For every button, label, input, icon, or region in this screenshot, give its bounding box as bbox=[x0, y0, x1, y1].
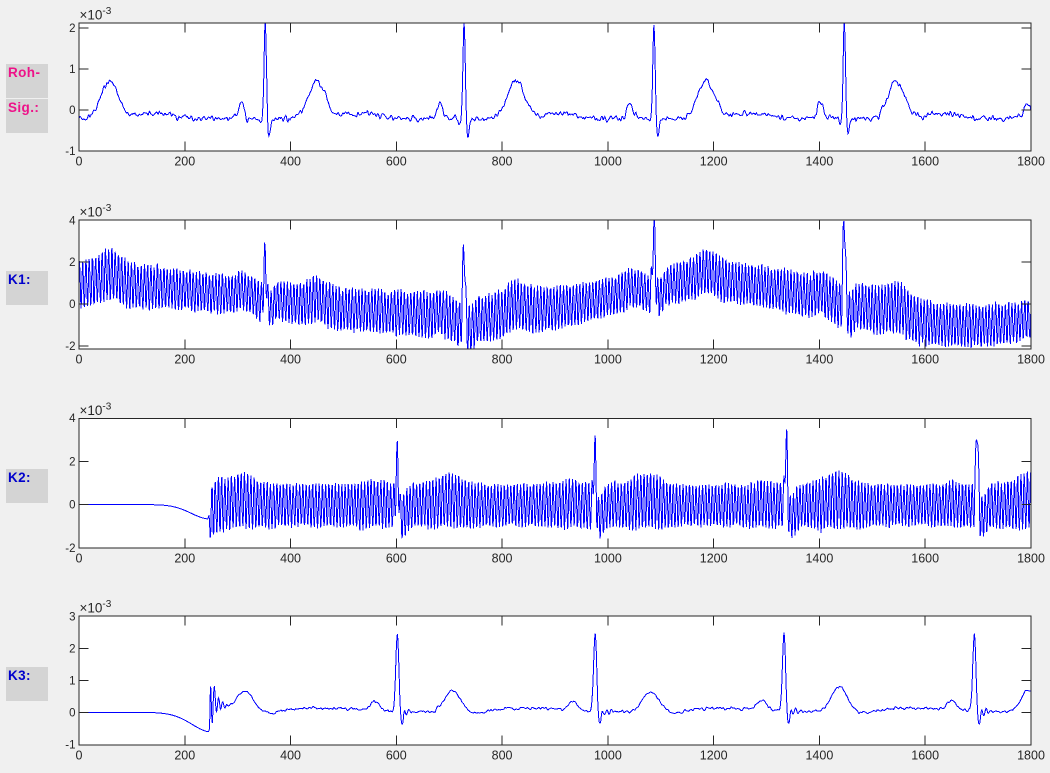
svg-text:-2: -2 bbox=[65, 341, 75, 353]
svg-text:1800: 1800 bbox=[1017, 155, 1045, 169]
svg-text:200: 200 bbox=[174, 749, 195, 763]
svg-text:0: 0 bbox=[76, 155, 83, 169]
svg-text:4: 4 bbox=[69, 413, 76, 425]
svg-text:0: 0 bbox=[76, 353, 83, 367]
svg-text:1: 1 bbox=[69, 676, 75, 688]
svg-text:0: 0 bbox=[69, 299, 75, 311]
svg-text:400: 400 bbox=[280, 749, 301, 763]
svg-text:-1: -1 bbox=[65, 146, 75, 158]
svg-text:4: 4 bbox=[69, 215, 76, 227]
svg-text:1200: 1200 bbox=[700, 155, 728, 169]
svg-text:×10-3: ×10-3 bbox=[80, 203, 112, 220]
svg-text:800: 800 bbox=[492, 155, 513, 169]
svg-text:200: 200 bbox=[174, 353, 195, 367]
svg-text:2: 2 bbox=[69, 23, 75, 35]
svg-text:200: 200 bbox=[174, 552, 195, 566]
svg-text:1200: 1200 bbox=[700, 353, 728, 367]
svg-text:1600: 1600 bbox=[911, 552, 939, 566]
svg-text:1800: 1800 bbox=[1017, 353, 1045, 367]
svg-text:1000: 1000 bbox=[594, 552, 622, 566]
svg-text:600: 600 bbox=[386, 353, 407, 367]
svg-text:0: 0 bbox=[69, 105, 75, 117]
svg-text:0: 0 bbox=[69, 500, 75, 512]
svg-text:800: 800 bbox=[492, 749, 513, 763]
svg-text:800: 800 bbox=[492, 552, 513, 566]
svg-text:1000: 1000 bbox=[594, 155, 622, 169]
svg-text:800: 800 bbox=[492, 353, 513, 367]
svg-text:1600: 1600 bbox=[911, 155, 939, 169]
svg-text:×10-3: ×10-3 bbox=[80, 6, 112, 23]
svg-text:×10-3: ×10-3 bbox=[80, 599, 112, 616]
svg-text:0: 0 bbox=[76, 749, 83, 763]
svg-text:1400: 1400 bbox=[805, 552, 833, 566]
svg-text:1800: 1800 bbox=[1017, 749, 1045, 763]
svg-text:1200: 1200 bbox=[700, 749, 728, 763]
svg-text:2: 2 bbox=[69, 644, 75, 656]
svg-text:2: 2 bbox=[69, 257, 75, 269]
svg-text:1800: 1800 bbox=[1017, 552, 1045, 566]
svg-text:1000: 1000 bbox=[594, 749, 622, 763]
svg-text:0: 0 bbox=[76, 552, 83, 566]
svg-text:1400: 1400 bbox=[805, 155, 833, 169]
svg-text:1000: 1000 bbox=[594, 353, 622, 367]
svg-text:1600: 1600 bbox=[911, 749, 939, 763]
svg-text:-2: -2 bbox=[65, 543, 75, 555]
svg-text:-1: -1 bbox=[65, 739, 75, 751]
svg-text:400: 400 bbox=[280, 155, 301, 169]
svg-text:600: 600 bbox=[386, 155, 407, 169]
svg-text:1200: 1200 bbox=[700, 552, 728, 566]
svg-text:×10-3: ×10-3 bbox=[80, 401, 112, 418]
svg-text:600: 600 bbox=[386, 552, 407, 566]
svg-text:400: 400 bbox=[280, 353, 301, 367]
svg-text:1400: 1400 bbox=[805, 353, 833, 367]
svg-text:1: 1 bbox=[69, 64, 75, 76]
svg-text:600: 600 bbox=[386, 749, 407, 763]
svg-text:200: 200 bbox=[174, 155, 195, 169]
svg-text:0: 0 bbox=[69, 707, 75, 719]
svg-text:2: 2 bbox=[69, 456, 75, 468]
svg-text:1400: 1400 bbox=[805, 749, 833, 763]
svg-text:3: 3 bbox=[69, 612, 75, 624]
svg-text:400: 400 bbox=[280, 552, 301, 566]
svg-text:1600: 1600 bbox=[911, 353, 939, 367]
